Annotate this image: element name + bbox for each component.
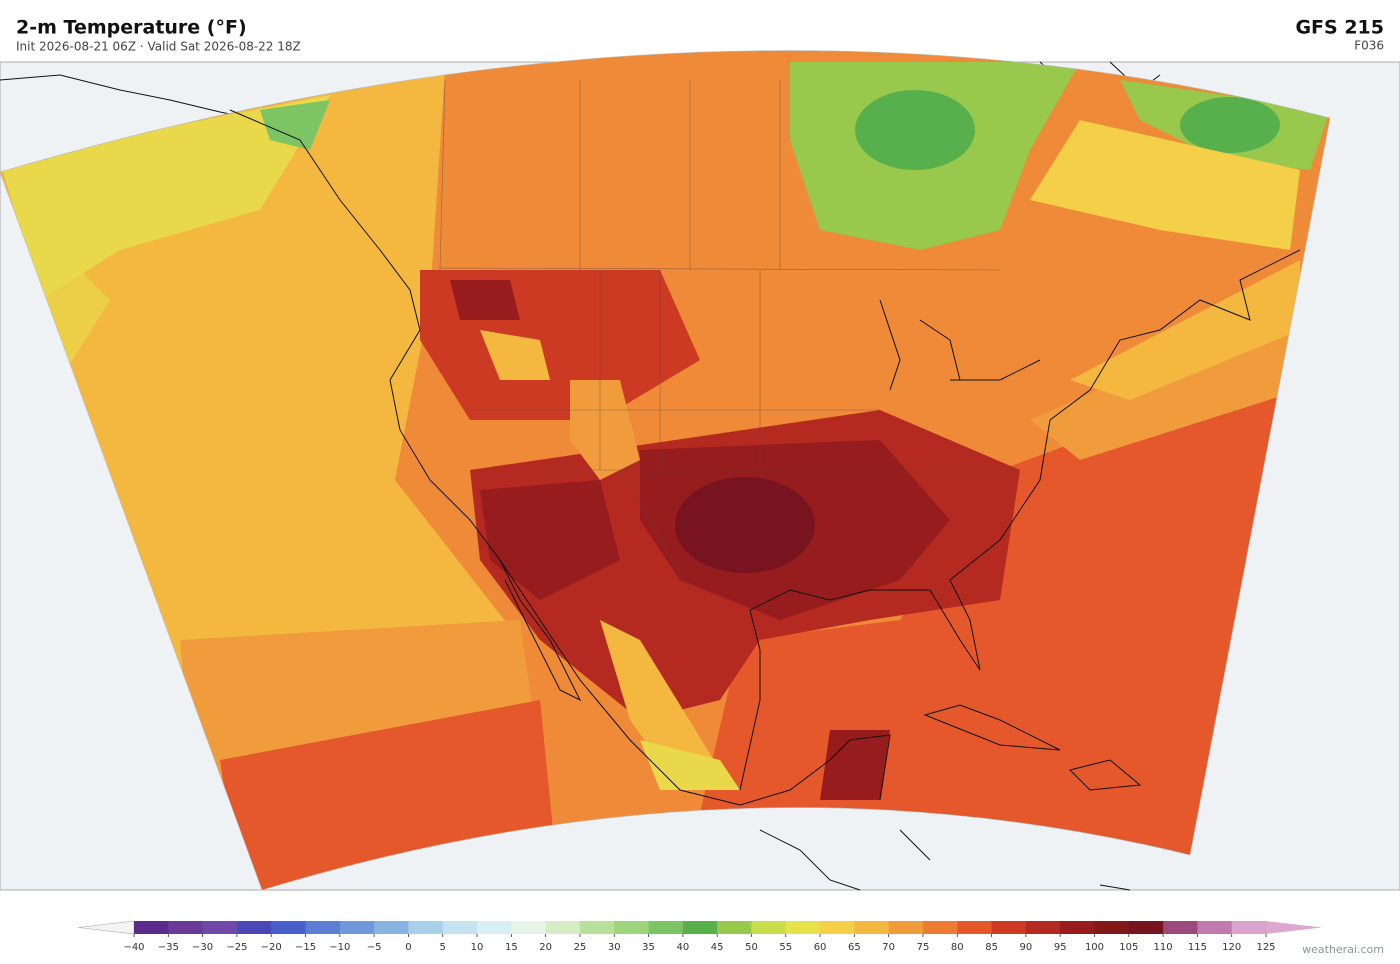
colorbar-bin xyxy=(751,921,787,934)
map-subtitle: Init 2026-08-21 06Z · Valid Sat 2026-08-… xyxy=(16,40,301,54)
colorbar-bin xyxy=(168,921,204,934)
colorbar-tick-label: 95 xyxy=(1054,942,1067,953)
colorbar-tick-label: −40 xyxy=(123,942,144,953)
credit: weatherai.com xyxy=(1302,943,1384,956)
colorbar-tick-label: 20 xyxy=(539,942,552,953)
colorbar-tick-label: 65 xyxy=(848,942,861,953)
colorbar-tick-label: 85 xyxy=(985,942,998,953)
map-title: 2-m Temperature (°F) xyxy=(16,17,247,39)
colorbar-tick-label: 25 xyxy=(574,942,587,953)
colorbar-bin xyxy=(134,921,169,934)
colorbar-bin xyxy=(785,921,821,934)
colorbar-bin xyxy=(922,921,958,934)
colorbar-tick-label: −25 xyxy=(226,942,247,953)
colorbar-tick-label: 50 xyxy=(745,942,758,953)
colorbar-tick-label: 110 xyxy=(1154,942,1173,953)
colorbar-bin xyxy=(202,921,238,934)
colorbar-bin xyxy=(820,921,855,934)
colorbar-bin xyxy=(579,921,615,934)
colorbar-tick-label: 40 xyxy=(676,942,689,953)
colorbar-tick-label: −20 xyxy=(261,942,282,953)
colorbar-under xyxy=(77,920,135,935)
colorbar-tick-label: −30 xyxy=(192,942,213,953)
colorbar-tick-label: −10 xyxy=(329,942,350,953)
model-name: GFS 215 xyxy=(1295,17,1384,39)
colorbar-tick-label: 30 xyxy=(608,942,621,953)
colorbar-bin xyxy=(888,921,924,934)
colorbar-bin xyxy=(511,921,547,934)
colorbar-tick-label: 115 xyxy=(1188,942,1207,953)
colorbar-tick-label: −15 xyxy=(295,942,316,953)
colorbar: −40 −35 −30 −25 −20 −15 −10 −5 0 5 10 15 20 25 30 35 40 4… xyxy=(77,920,1322,953)
colorbar-bin xyxy=(957,921,993,934)
colorbar-bin xyxy=(648,921,684,934)
colorbar-bin xyxy=(545,921,581,934)
colorbar-tick-label: 5 xyxy=(440,942,446,953)
colorbar-tick-label: 15 xyxy=(505,942,518,953)
colorbar-bin xyxy=(1094,921,1130,934)
map xyxy=(0,50,1400,891)
colorbar-bin xyxy=(991,921,1027,934)
colorbar-bin xyxy=(1128,921,1164,934)
colorbar-tick-label: 45 xyxy=(711,942,724,953)
colorbar-tick-label: −35 xyxy=(158,942,179,953)
colorbar-over xyxy=(1266,921,1322,934)
colorbar-bin xyxy=(339,921,375,934)
colorbar-bin xyxy=(477,921,512,934)
colorbar-bin xyxy=(614,921,650,934)
colorbar-tick-label: 100 xyxy=(1085,942,1104,953)
colorbar-bin xyxy=(442,921,478,934)
colorbar-bin xyxy=(1025,921,1061,934)
colorbar-bin xyxy=(271,921,307,934)
colorbar-tick-label: 80 xyxy=(951,942,964,953)
colorbar-tick-label: 10 xyxy=(471,942,484,953)
colorbar-bin xyxy=(1231,921,1267,934)
colorbar-bin xyxy=(682,921,718,934)
colorbar-tick-label: 120 xyxy=(1222,942,1241,953)
colorbar-bin xyxy=(305,921,341,934)
colorbar-bin xyxy=(236,921,272,934)
colorbar-tick-label: 55 xyxy=(779,942,792,953)
colorbar-tick-label: 35 xyxy=(642,942,655,953)
forecast-hour: F036 xyxy=(1354,39,1384,53)
colorbar-bin xyxy=(717,921,752,934)
colorbar-bin xyxy=(1163,921,1198,934)
colorbar-tick-label: 70 xyxy=(882,942,895,953)
colorbar-bin xyxy=(1197,921,1233,934)
colorbar-tick-label: 60 xyxy=(814,942,827,953)
colorbar-tick-label: 75 xyxy=(917,942,930,953)
colorbar-bin xyxy=(374,921,409,934)
colorbar-tick-label: −5 xyxy=(367,942,382,953)
colorbar-bin xyxy=(1060,921,1095,934)
colorbar-tick-label: 90 xyxy=(1020,942,1033,953)
colorbar-bin xyxy=(408,921,444,934)
colorbar-tick-label: 0 xyxy=(405,942,411,953)
colorbar-tick-label: 105 xyxy=(1119,942,1138,953)
colorbar-bin xyxy=(854,921,890,934)
colorbar-tick-label: 125 xyxy=(1256,942,1275,953)
